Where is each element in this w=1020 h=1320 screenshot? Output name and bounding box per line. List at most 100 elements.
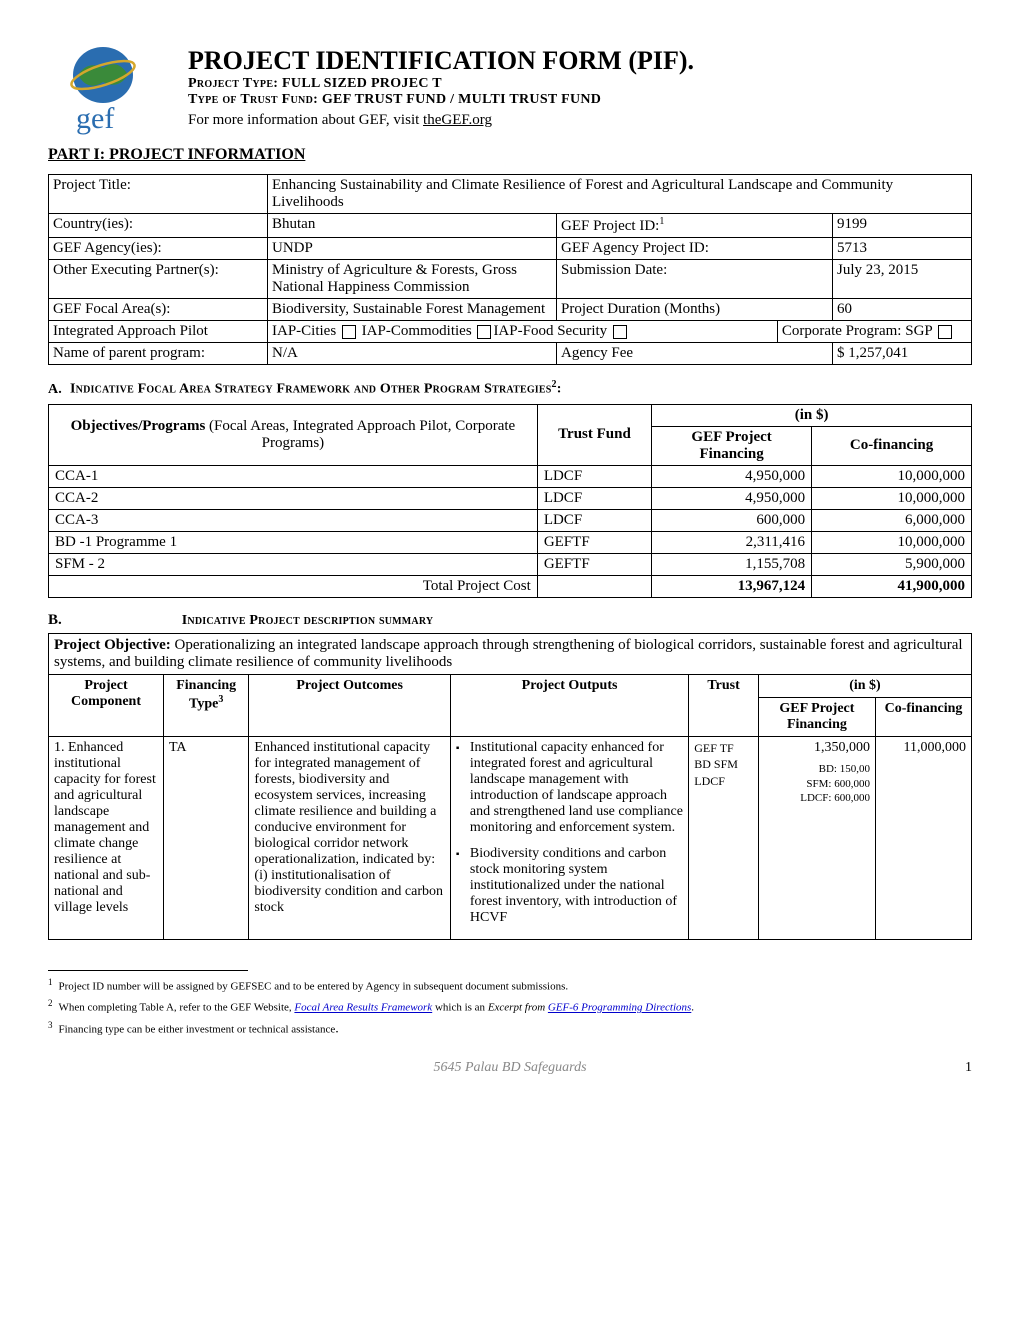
total-label: Total Project Cost (49, 575, 538, 597)
period: . (691, 1002, 694, 1014)
col-objectives: Objectives/Programs (Focal Areas, Integr… (49, 404, 538, 465)
col-in-dollars: (in $) (652, 404, 972, 426)
tf-cell: GEFTF (537, 553, 651, 575)
focal-area: Biodiversity, Sustainable Forest Managem… (268, 299, 557, 321)
corp-program: Corporate Program: SGP (777, 321, 971, 343)
table-row: Project Title: Enhancing Sustainability … (49, 175, 972, 214)
gef6-directions-link[interactable]: GEF-6 Programming Directions (548, 1002, 691, 1014)
project-info-table: Project Title: Enhancing Sustainability … (48, 174, 972, 365)
project-title: Enhancing Sustainability and Climate Res… (268, 175, 972, 214)
table-row: GEF Focal Area(s): Biodiversity, Sustain… (49, 299, 972, 321)
trust-fund-line: Type of Trust Fund: GEF TRUST FUND / MUL… (188, 92, 972, 108)
page-number: 1 (965, 1060, 972, 1076)
gef-breakdown: SFM: 600,000 (764, 777, 870, 792)
footnote-3-text: Financing type can be either investment … (59, 1024, 336, 1036)
focal-area-framework-link[interactable]: Focal Area Results Framework (294, 1002, 432, 1014)
gef-project-id: 9199 (833, 214, 972, 238)
footnote-ref-1: 1 (659, 216, 664, 227)
col-gef-financing: GEF Project Financing (652, 426, 812, 465)
output-item: Biodiversity conditions and carbon stock… (470, 846, 683, 926)
gef-financing-cell: 1,350,000 BD: 150,00 SFM: 600,000 LDCF: … (758, 736, 875, 939)
agency-fee-label: Agency Fee (557, 343, 833, 365)
obj-cell: SFM - 2 (49, 553, 538, 575)
gef-breakdown: BD: 150,00 (764, 762, 870, 777)
gef-cell: 4,950,000 (652, 465, 812, 487)
objective-row: Project Objective: Operationalizing an i… (49, 633, 972, 674)
outputs-cell: Institutional capacity enhanced for inte… (450, 736, 688, 939)
gef-breakdown: LDCF: 600,000 (764, 791, 870, 806)
col-outcomes: Project Outcomes (249, 674, 450, 736)
table-total-row: Total Project Cost 13,967,124 41,900,000 (49, 575, 972, 597)
tf-cell: GEFTF (537, 531, 651, 553)
table-row: Integrated Approach Pilot IAP-Cities IAP… (49, 321, 972, 343)
gef-main-amount: 1,350,000 (764, 740, 870, 756)
cofin-cell: 11,000,000 (875, 736, 971, 939)
header-text: PROJECT IDENTIFICATION FORM (PIF). Proje… (188, 40, 972, 129)
project-type-line: Project Type: FULL SIZED PROJEC T (188, 76, 972, 92)
gef-agency: UNDP (268, 238, 557, 260)
table-row: Name of parent program: N/A Agency Fee $… (49, 343, 972, 365)
cofin-cell: 6,000,000 (812, 509, 972, 531)
gef-link[interactable]: theGEF.org (423, 112, 492, 128)
total-gef: 13,967,124 (652, 575, 812, 597)
total-cofin: 41,900,000 (812, 575, 972, 597)
iap-options: IAP-Cities IAP-Commodities IAP-Food Secu… (268, 321, 778, 343)
col-cofinancing: Co-financing (812, 426, 972, 465)
col-trust: Trust (689, 674, 759, 736)
country: Bhutan (268, 214, 557, 238)
gef-agency-label: GEF Agency(ies): (49, 238, 268, 260)
footnote-3: 3Financing type can be either investment… (48, 1020, 972, 1038)
col-component: Project Component (49, 674, 164, 736)
footnote-2-italic: Excerpt from (488, 1002, 548, 1014)
iap-cities-label: IAP-Cities (272, 323, 336, 339)
agency-fee: $ 1,257,041 (833, 343, 972, 365)
gef-cell: 600,000 (652, 509, 812, 531)
col-in-dollars: (in $) (758, 674, 971, 697)
outcomes-cell: Enhanced institutional capacity for inte… (249, 736, 450, 939)
objective-label: Project Objective: (54, 637, 171, 653)
cofin-cell: 10,000,000 (812, 487, 972, 509)
table-row: 1. Enhanced institutional capacity for f… (49, 736, 972, 939)
iap-food-label: IAP-Food Security (493, 323, 607, 339)
footnotes-divider (48, 970, 248, 971)
parent: N/A (268, 343, 557, 365)
footnote-1: 1Project ID number will be assigned by G… (48, 977, 972, 993)
gef-cell: 1,155,708 (652, 553, 812, 575)
footnote-2: 2When completing Table A, refer to the G… (48, 998, 972, 1014)
col-objectives-label: Objectives/Programs (71, 418, 206, 434)
page-footer: 5645 Palau BD Safeguards 1 (48, 1060, 972, 1076)
footnote-2-text-a: When completing Table A, refer to the GE… (59, 1002, 295, 1014)
focal-area-label: GEF Focal Area(s): (49, 299, 268, 321)
parent-label: Name of parent program: (49, 343, 268, 365)
corp-program-checkbox[interactable] (938, 325, 952, 339)
svg-text:gef: gef (76, 102, 114, 135)
form-title: PROJECT IDENTIFICATION FORM (PIF). (188, 46, 972, 76)
table-row: SFM - 2GEFTF1,155,7085,900,000 (49, 553, 972, 575)
project-objective: Project Objective: Operationalizing an i… (49, 633, 972, 674)
tf-cell: LDCF (537, 509, 651, 531)
footer-text: 5645 Palau BD Safeguards (433, 1060, 586, 1075)
project-description-table: Project Objective: Operationalizing an i… (48, 633, 972, 940)
col-outputs: Project Outputs (450, 674, 688, 736)
gef-agency-project-id-label: GEF Agency Project ID: (557, 238, 833, 260)
country-label: Country(ies): (49, 214, 268, 238)
more-info: For more information about GEF, visit th… (188, 112, 972, 129)
total-tf-empty (537, 575, 651, 597)
output-item: Institutional capacity enhanced for inte… (470, 740, 683, 836)
trust-cell: GEF TF BD SFM LDCF (689, 736, 759, 939)
footnote-2-text-b: which is an (432, 1002, 488, 1014)
iap-commodities-checkbox[interactable] (477, 325, 491, 339)
gef-cell: 4,950,000 (652, 487, 812, 509)
col-objectives-sub: (Focal Areas, Integrated Approach Pilot,… (209, 418, 515, 451)
section-a-title: Indicative Focal Area Strategy Framework… (70, 382, 552, 397)
submission-date-label: Submission Date: (557, 260, 833, 299)
col-fintype: Financing Type3 (163, 674, 248, 736)
table-row: CCA-3LDCF600,0006,000,000 (49, 509, 972, 531)
iap-food-checkbox[interactable] (613, 325, 627, 339)
section-b-letter: B. (48, 612, 182, 629)
col-fintype-label: Financing Type (176, 678, 236, 712)
more-info-prefix: For more information about GEF, visit (188, 112, 423, 128)
iap-cities-checkbox[interactable] (342, 325, 356, 339)
gef-agency-project-id: 5713 (833, 238, 972, 260)
obj-cell: CCA-2 (49, 487, 538, 509)
